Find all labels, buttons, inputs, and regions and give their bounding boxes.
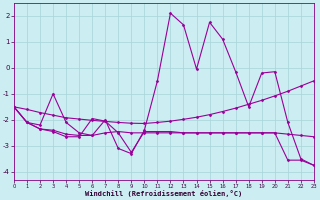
X-axis label: Windchill (Refroidissement éolien,°C): Windchill (Refroidissement éolien,°C) [85,190,243,197]
